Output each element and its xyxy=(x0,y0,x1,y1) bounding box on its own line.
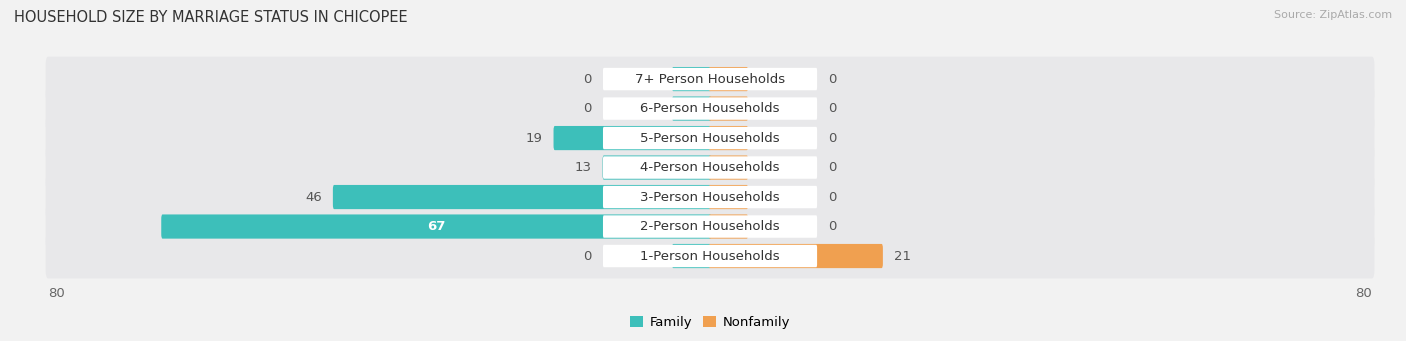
FancyBboxPatch shape xyxy=(603,156,817,179)
Text: 0: 0 xyxy=(828,191,837,204)
FancyBboxPatch shape xyxy=(672,67,711,91)
Text: 4-Person Households: 4-Person Households xyxy=(640,161,780,174)
Text: 19: 19 xyxy=(526,132,543,145)
FancyBboxPatch shape xyxy=(45,204,1375,249)
FancyBboxPatch shape xyxy=(603,98,817,120)
FancyBboxPatch shape xyxy=(709,126,748,150)
FancyBboxPatch shape xyxy=(603,215,817,238)
FancyBboxPatch shape xyxy=(45,175,1375,220)
FancyBboxPatch shape xyxy=(672,97,711,121)
Text: 0: 0 xyxy=(828,132,837,145)
FancyBboxPatch shape xyxy=(45,57,1375,102)
Text: 6-Person Households: 6-Person Households xyxy=(640,102,780,115)
Text: 3-Person Households: 3-Person Households xyxy=(640,191,780,204)
FancyBboxPatch shape xyxy=(709,155,748,180)
FancyBboxPatch shape xyxy=(603,155,711,180)
Text: 67: 67 xyxy=(427,220,446,233)
Text: 0: 0 xyxy=(828,220,837,233)
FancyBboxPatch shape xyxy=(603,245,817,267)
Text: 0: 0 xyxy=(828,102,837,115)
FancyBboxPatch shape xyxy=(45,145,1375,190)
FancyBboxPatch shape xyxy=(45,234,1375,279)
Text: 21: 21 xyxy=(894,250,911,263)
Text: 0: 0 xyxy=(828,73,837,86)
Text: 0: 0 xyxy=(583,73,592,86)
FancyBboxPatch shape xyxy=(709,97,748,121)
FancyBboxPatch shape xyxy=(45,86,1375,131)
Text: 46: 46 xyxy=(305,191,322,204)
Text: 0: 0 xyxy=(583,250,592,263)
FancyBboxPatch shape xyxy=(162,214,711,239)
FancyBboxPatch shape xyxy=(554,126,711,150)
FancyBboxPatch shape xyxy=(603,68,817,90)
Legend: Family, Nonfamily: Family, Nonfamily xyxy=(624,311,796,334)
FancyBboxPatch shape xyxy=(45,116,1375,161)
FancyBboxPatch shape xyxy=(709,67,748,91)
Text: 7+ Person Households: 7+ Person Households xyxy=(636,73,785,86)
Text: 5-Person Households: 5-Person Households xyxy=(640,132,780,145)
Text: Source: ZipAtlas.com: Source: ZipAtlas.com xyxy=(1274,10,1392,20)
Text: 2-Person Households: 2-Person Households xyxy=(640,220,780,233)
FancyBboxPatch shape xyxy=(603,186,817,208)
FancyBboxPatch shape xyxy=(709,185,748,209)
Text: 13: 13 xyxy=(575,161,592,174)
FancyBboxPatch shape xyxy=(709,244,883,268)
Text: 0: 0 xyxy=(828,161,837,174)
Text: HOUSEHOLD SIZE BY MARRIAGE STATUS IN CHICOPEE: HOUSEHOLD SIZE BY MARRIAGE STATUS IN CHI… xyxy=(14,10,408,25)
FancyBboxPatch shape xyxy=(333,185,711,209)
FancyBboxPatch shape xyxy=(603,127,817,149)
Text: 0: 0 xyxy=(583,102,592,115)
FancyBboxPatch shape xyxy=(672,244,711,268)
FancyBboxPatch shape xyxy=(709,214,748,239)
Text: 1-Person Households: 1-Person Households xyxy=(640,250,780,263)
